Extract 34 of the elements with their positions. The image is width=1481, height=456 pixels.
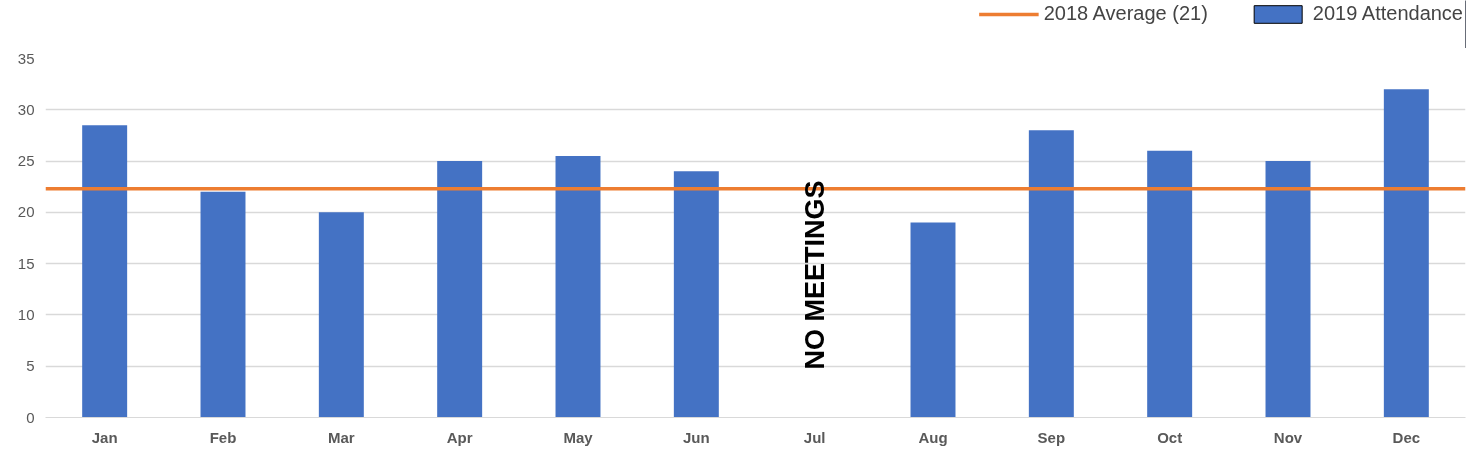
x-tick-label: May bbox=[563, 428, 594, 446]
y-tick-label: 30 bbox=[17, 100, 35, 118]
y-tick-label: 0 bbox=[26, 408, 35, 426]
x-tick-label: Oct bbox=[1157, 428, 1183, 446]
y-tick-label: 10 bbox=[17, 305, 35, 323]
legend-label: 2018 Average (21) bbox=[1043, 2, 1208, 25]
bar bbox=[1028, 130, 1074, 418]
y-tick-label: 15 bbox=[17, 254, 35, 272]
bar bbox=[673, 171, 719, 418]
x-tick-label: Mar bbox=[328, 428, 355, 446]
bar bbox=[910, 222, 956, 418]
x-tick-label: Nov bbox=[1273, 428, 1303, 446]
y-tick-label: 20 bbox=[17, 203, 35, 221]
x-tick-label: Sep bbox=[1037, 428, 1066, 446]
annotation: NO MEETINGS bbox=[799, 180, 830, 370]
x-tick-label: Feb bbox=[209, 428, 237, 446]
y-tick-label: 5 bbox=[26, 357, 35, 375]
bar bbox=[437, 161, 483, 418]
x-tick-label: Jan bbox=[91, 428, 118, 446]
y-tick-label: 35 bbox=[17, 49, 35, 67]
x-tick-label: Jul bbox=[803, 428, 826, 446]
bar bbox=[318, 212, 364, 418]
x-tick-label: Jun bbox=[683, 428, 710, 446]
legend-label: 2019 Attendance bbox=[1312, 2, 1463, 25]
bar bbox=[555, 155, 601, 418]
x-tick-label: Apr bbox=[446, 428, 473, 446]
bar bbox=[82, 125, 128, 418]
bar bbox=[200, 191, 246, 418]
bar bbox=[1147, 150, 1193, 418]
x-tick-label: Dec bbox=[1392, 428, 1421, 446]
bar bbox=[1265, 161, 1311, 418]
x-tick-label: Aug bbox=[918, 428, 948, 446]
bar bbox=[1383, 89, 1429, 418]
y-tick-label: 25 bbox=[17, 152, 35, 170]
